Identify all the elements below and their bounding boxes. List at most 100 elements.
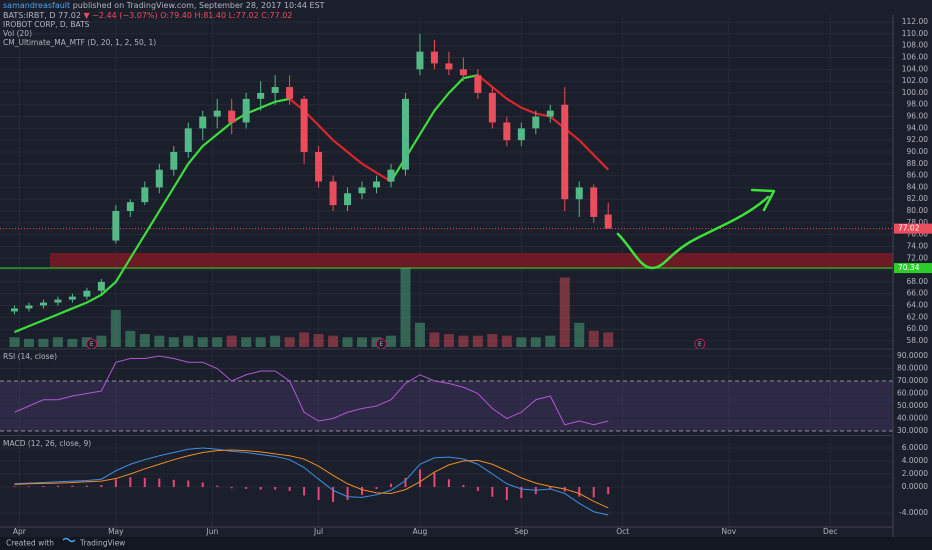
x-tick-label: Jul — [313, 527, 323, 536]
y-tick-label: 76.00 — [907, 230, 929, 239]
volume-bar — [588, 330, 599, 347]
y-tick-label: 86.00 — [907, 171, 929, 180]
projection-arrowhead — [750, 188, 776, 212]
candle-body — [228, 110, 236, 123]
y-tick-label: 112.00 — [902, 17, 928, 26]
candle-body — [387, 169, 395, 182]
candle-body — [39, 302, 47, 306]
volume-bar — [154, 335, 165, 347]
volume-bar — [458, 335, 469, 347]
volume-bar — [284, 337, 295, 347]
y-tick-label: 98.00 — [907, 100, 929, 109]
logo — [62, 537, 76, 543]
histogram-bar — [201, 482, 204, 488]
histogram-bar — [216, 485, 219, 488]
price-label-box — [894, 223, 932, 234]
y-tick-label: 70.0000 — [897, 376, 928, 385]
histogram-bar — [114, 479, 117, 488]
candle-body — [503, 122, 511, 141]
y-tick-label: 72.00 — [907, 253, 929, 262]
volume-bar — [472, 335, 483, 347]
price-label: 77.02 — [898, 224, 920, 233]
footer-brand[interactable]: TradingView — [79, 539, 125, 548]
histogram-bar — [447, 479, 450, 488]
volume-bar — [516, 337, 527, 347]
volume-bar — [400, 267, 411, 347]
volume-bar — [270, 335, 281, 347]
histogram-bar — [100, 485, 103, 488]
volume-bar — [125, 330, 136, 347]
histogram-bar — [187, 480, 190, 488]
volume-bar — [255, 337, 266, 347]
x-tick-label: Nov — [722, 527, 737, 536]
y-tick-label: -4.0000 — [899, 508, 928, 517]
macd-title: MACD (12, 26, close, 9) — [3, 439, 91, 448]
histogram-bar — [418, 469, 421, 488]
volume-bar — [299, 332, 310, 347]
projection-arrow — [616, 195, 770, 270]
y-tick-label: 62.00 — [907, 312, 929, 321]
candle-body — [257, 92, 265, 99]
volume-bar — [241, 337, 252, 347]
main-title: IROBOT CORP, D, BATS — [3, 20, 90, 29]
volume-bar — [530, 337, 541, 347]
histogram-bar — [274, 487, 277, 490]
x-tick-label: Oct — [616, 527, 629, 536]
volume-bar — [67, 338, 78, 347]
y-tick-label: 60.00 — [907, 324, 929, 333]
indicator-label: CM_Ultimate_MA_MTF (D, 20, 1, 2, 50, 1) — [3, 38, 156, 47]
price-label-box — [894, 263, 932, 274]
volume-bar — [328, 335, 339, 347]
symbol-line: BATS:IRBT, D 77.02 ▼ −2.44 (−3.07%) O:79… — [3, 11, 292, 20]
y-tick-label: 106.00 — [902, 53, 928, 62]
candle-body — [10, 308, 18, 312]
candle-body — [213, 110, 221, 117]
volume-bar — [183, 335, 194, 347]
x-tick-label: Jun — [206, 527, 219, 536]
y-tick-label: 84.00 — [907, 182, 929, 191]
candle-body — [155, 169, 163, 188]
y-tick-label: 6.0000 — [902, 443, 928, 452]
volume-bar — [545, 335, 556, 347]
candle-body — [561, 104, 569, 200]
candle-body — [416, 51, 424, 70]
indicator-line — [14, 447, 609, 516]
volume-bar — [226, 335, 237, 347]
y-tick-label: 82.00 — [907, 194, 929, 203]
histogram-bar — [143, 477, 146, 488]
histogram-bar — [332, 487, 335, 502]
candle-body — [242, 98, 250, 123]
x-tick-label: Dec — [823, 527, 838, 536]
volume-bar — [414, 322, 425, 347]
y-tick-label: 50.0000 — [897, 401, 928, 410]
x-tick-label: Aug — [413, 527, 428, 536]
histogram-bar — [303, 487, 306, 496]
volume-bar — [487, 334, 498, 347]
volume-bar — [603, 332, 614, 347]
volume-bar — [139, 334, 150, 347]
y-tick-label: 96.00 — [907, 112, 929, 121]
x-tick-label: Apr — [13, 527, 27, 536]
earnings-label: E — [90, 341, 94, 348]
y-tick-label: 94.00 — [907, 123, 929, 132]
candle-body — [358, 187, 366, 194]
indicator-line — [14, 449, 609, 509]
volume-bar — [357, 337, 368, 347]
histogram-bar — [491, 487, 494, 497]
candle-body — [83, 290, 91, 297]
price-label: 70.34 — [898, 263, 920, 272]
y-tick-label: 58.00 — [907, 336, 929, 345]
y-tick-label: 68.00 — [907, 277, 929, 286]
y-tick-label: 66.00 — [907, 289, 929, 298]
candle-body — [430, 51, 438, 64]
volume-bar — [23, 338, 34, 347]
volume-bar — [9, 337, 20, 347]
histogram-bar — [317, 487, 320, 501]
histogram-bar — [375, 487, 378, 489]
histogram-bar — [42, 486, 45, 488]
y-tick-label: 78.00 — [907, 218, 929, 227]
volume-bar — [52, 337, 63, 347]
volume-bar — [559, 277, 570, 347]
histogram-bar — [85, 485, 88, 488]
